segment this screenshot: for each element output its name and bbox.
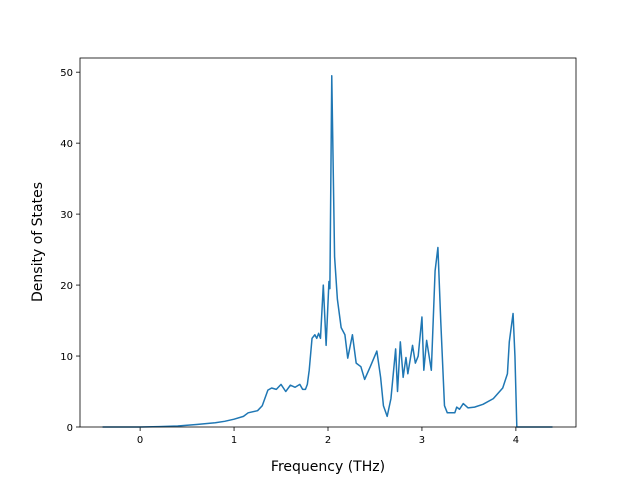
line (102, 74, 553, 428)
plot-frame (79, 57, 577, 428)
y-tick-label: 50 (60, 68, 73, 79)
y-tick-label: 0 (67, 423, 73, 434)
x-tick-label: 0 (137, 435, 143, 446)
x-tick-label: 3 (419, 435, 425, 446)
x-tick-label: 4 (513, 435, 519, 446)
y-tick-label: 40 (60, 139, 73, 150)
x-tick-label: 1 (231, 435, 237, 446)
x-tick-label: 2 (325, 435, 331, 446)
y-tick-label: 30 (60, 210, 73, 221)
x-axis-label: Frequency (THz) (271, 459, 385, 475)
y-tick-label: 10 (60, 352, 73, 363)
y-axis-label: Density of States (30, 182, 46, 302)
y-tick-label: 20 (60, 281, 73, 292)
